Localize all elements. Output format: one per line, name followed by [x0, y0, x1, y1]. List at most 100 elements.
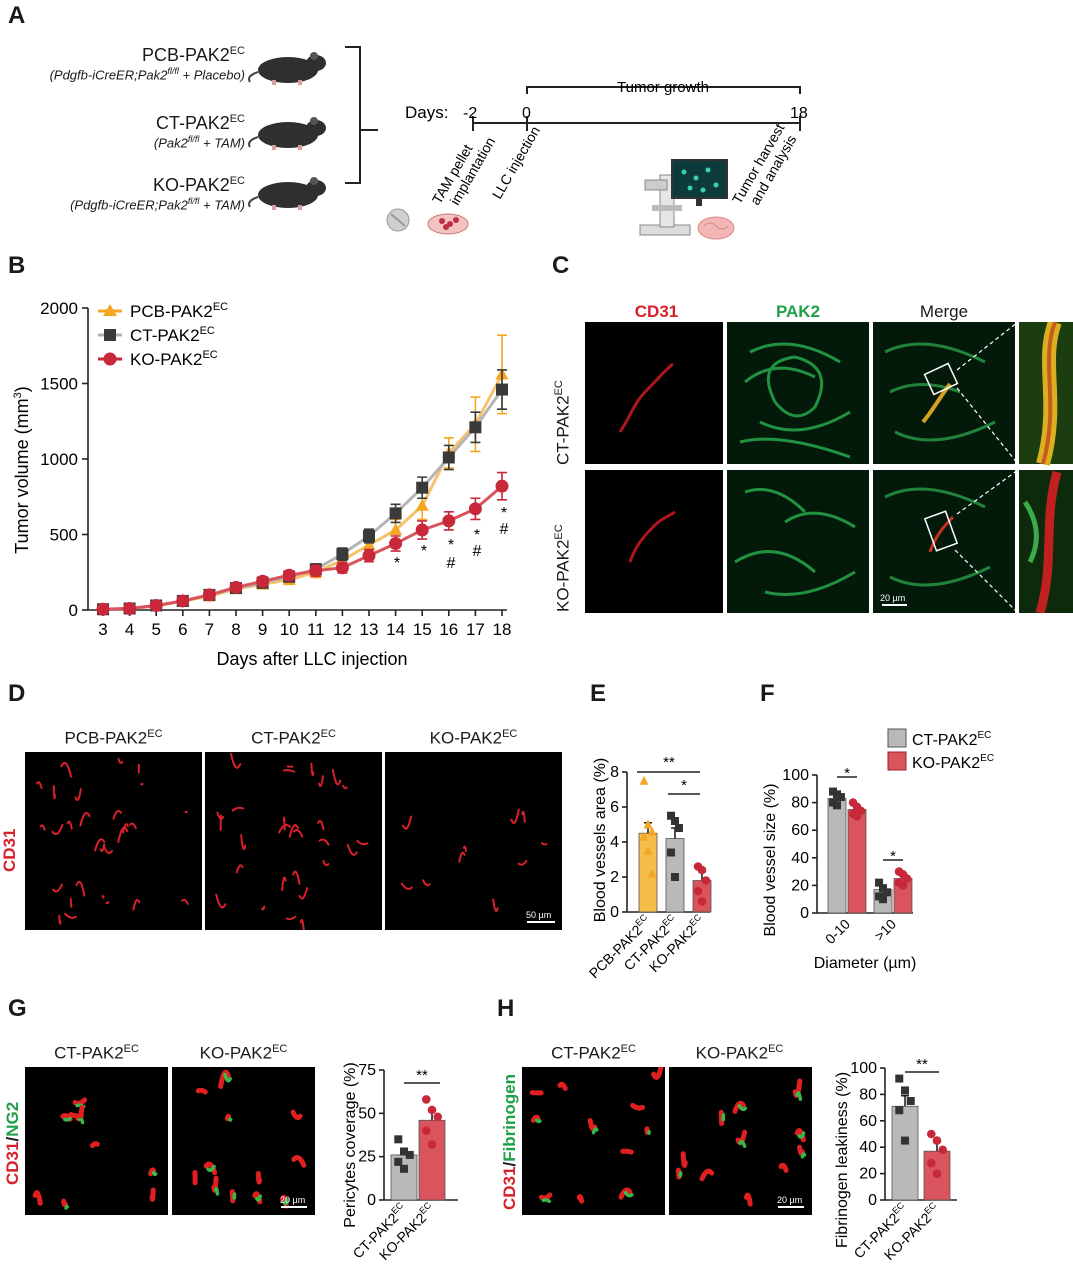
event-label: LLC injection — [489, 123, 543, 201]
vessel-mark — [261, 905, 266, 911]
vessel-mark — [282, 1198, 289, 1206]
vessel-mark — [282, 816, 286, 831]
y-tick-label: 60 — [791, 822, 809, 839]
vessel-mark — [32, 1190, 43, 1206]
col-header: PCB-PAK2EC — [25, 728, 202, 749]
days-label: Days: — [405, 103, 448, 122]
vessel-mark — [576, 1194, 585, 1204]
series-circle — [96, 471, 509, 616]
data-point — [833, 801, 841, 810]
data-point — [123, 601, 137, 615]
day-tick-label: -2 — [463, 105, 477, 122]
row-label-sup: EC — [553, 524, 565, 540]
vessel-marks — [35, 752, 548, 930]
vessel-mark — [149, 1187, 156, 1202]
data-point — [149, 598, 163, 612]
x-tick-label: 11 — [307, 620, 325, 639]
vessel-mark — [535, 1118, 542, 1124]
y-tick-label: 75 — [358, 1062, 376, 1079]
vessel-mark — [39, 824, 46, 831]
vessel-mark — [35, 781, 43, 789]
data-point — [667, 848, 676, 857]
data-point — [852, 812, 862, 821]
col-header-text: KO-PAK2 — [429, 728, 503, 748]
data-point — [427, 1140, 437, 1149]
vessel-mark — [89, 1141, 100, 1149]
data-point — [176, 594, 190, 608]
col-header-sup: EC — [502, 728, 518, 740]
vessel-mark — [492, 898, 499, 912]
x-tick-label: 14 — [386, 620, 405, 639]
data-point — [879, 895, 887, 904]
data-point — [639, 831, 649, 841]
sig-label: ** — [663, 754, 675, 771]
legend-label: KO-PAK2 — [130, 350, 202, 369]
vessel-mark — [231, 806, 244, 812]
data-point — [643, 819, 653, 829]
y-tick-label: 0 — [69, 601, 78, 620]
group-name: KO-PAK2 — [153, 175, 230, 195]
data-point — [416, 481, 429, 494]
data-point — [895, 1074, 904, 1083]
vessel-marks — [529, 1067, 807, 1207]
y-tick-label: 60 — [859, 1113, 877, 1130]
data-point — [697, 897, 707, 906]
y-tick-label: 1500 — [40, 375, 78, 394]
x-tick-label: 7 — [205, 620, 214, 639]
vessel-mark — [61, 1198, 68, 1208]
group-name: PCB-PAK2 — [142, 45, 230, 65]
data-point — [647, 826, 657, 836]
data-point — [898, 881, 908, 890]
data-point — [362, 549, 376, 563]
col-header-text: KO-PAK2 — [199, 1043, 273, 1063]
vessel-mark — [680, 1151, 688, 1168]
y-label-text: Tumor volume (mm — [12, 398, 32, 553]
data-point — [363, 530, 375, 543]
col-header-merge: Merge — [919, 302, 969, 321]
vessel-mark — [797, 1131, 806, 1139]
vessel-mark — [317, 819, 325, 831]
vessel-mark — [732, 1100, 746, 1114]
vessel-mark — [72, 1097, 88, 1106]
bar — [891, 1105, 919, 1201]
genotype-tail: + Placebo) — [178, 67, 245, 83]
row-label-text: KO-PAK2 — [553, 539, 573, 612]
chart-axes: 0 500 1000 1500 2000 3 4 5 6 7 8 9 10 11 12 13 14 15 16 17 1… — [40, 299, 511, 639]
row-label-sup: EC — [553, 380, 565, 396]
data-point — [901, 1136, 909, 1145]
row-label: KO-PAK2EC — [553, 524, 574, 612]
y-tick-label: 6 — [610, 799, 619, 816]
group-name: CT-PAK2 — [156, 113, 230, 133]
mouse-icon — [248, 177, 326, 210]
x-tick-label: 18 — [493, 620, 512, 639]
vessel-mark — [400, 882, 413, 890]
panel-letter-g: G — [8, 995, 27, 1022]
vessel-mark — [291, 1155, 307, 1168]
vessel-mark — [99, 843, 106, 852]
vessel-mark — [310, 762, 315, 777]
vessel-mark — [422, 879, 431, 887]
y-tick-label: 40 — [791, 850, 809, 867]
genotype-tail: + TAM) — [199, 197, 245, 213]
sig-label: ** — [416, 1067, 428, 1084]
y-tick-label: 2000 — [40, 299, 78, 318]
micrograph-row-g: 20 µm — [25, 1067, 315, 1215]
vessel-mark — [151, 1170, 158, 1177]
svg-text:KO-PAK2EC: KO-PAK2EC — [912, 753, 994, 772]
data-point — [442, 514, 456, 528]
data-point — [282, 568, 296, 582]
vessel-mark — [63, 1116, 72, 1122]
col-header-sup: EC — [123, 1043, 139, 1055]
vessel-mark — [620, 1148, 634, 1155]
micrograph-cd31-ct — [585, 322, 723, 464]
vessel-mark — [538, 1192, 553, 1201]
group-genotype: (Pdgfb-iCreER;Pak2 — [49, 67, 168, 83]
group-sup: EC — [229, 45, 245, 57]
data-point — [433, 1112, 443, 1122]
y-tick-label: 0 — [367, 1192, 376, 1209]
vessel-mark — [699, 1168, 715, 1182]
data-point — [693, 886, 703, 896]
bar — [692, 880, 712, 913]
